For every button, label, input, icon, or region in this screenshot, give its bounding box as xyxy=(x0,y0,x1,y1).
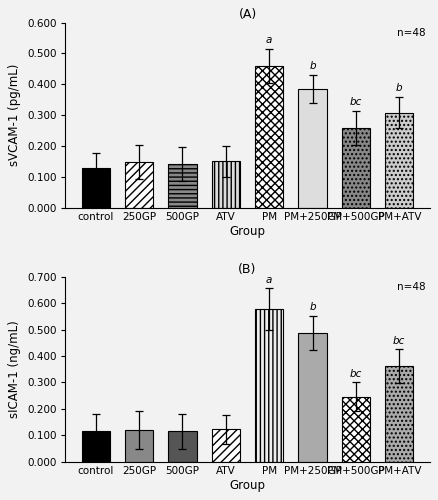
Bar xyxy=(81,432,110,462)
Text: a: a xyxy=(266,35,272,45)
Y-axis label: sICAM-1 (ng/mL): sICAM-1 (ng/mL) xyxy=(8,320,21,418)
Bar xyxy=(385,366,413,462)
Bar xyxy=(125,162,153,208)
Bar xyxy=(298,89,327,208)
Bar xyxy=(298,332,327,462)
Title: (B): (B) xyxy=(238,262,257,276)
X-axis label: Group: Group xyxy=(230,224,265,237)
Text: bc: bc xyxy=(350,369,362,379)
Bar xyxy=(255,309,283,462)
Title: (A): (A) xyxy=(238,8,257,22)
Bar xyxy=(385,112,413,208)
Bar xyxy=(342,397,370,462)
Bar xyxy=(81,168,110,207)
Text: b: b xyxy=(396,84,403,94)
Text: n=48: n=48 xyxy=(397,282,426,292)
Y-axis label: sVCAM-1 (pg/mL): sVCAM-1 (pg/mL) xyxy=(8,64,21,166)
Bar xyxy=(168,432,197,462)
Text: b: b xyxy=(309,302,316,312)
Bar xyxy=(342,128,370,208)
Text: bc: bc xyxy=(350,98,362,108)
X-axis label: Group: Group xyxy=(230,478,265,492)
Bar xyxy=(255,66,283,208)
Text: n=48: n=48 xyxy=(397,28,426,38)
Bar xyxy=(212,430,240,462)
Bar xyxy=(212,162,240,208)
Text: b: b xyxy=(309,61,316,71)
Bar xyxy=(125,430,153,462)
Text: a: a xyxy=(266,274,272,284)
Text: bc: bc xyxy=(393,336,406,345)
Bar xyxy=(168,164,197,208)
